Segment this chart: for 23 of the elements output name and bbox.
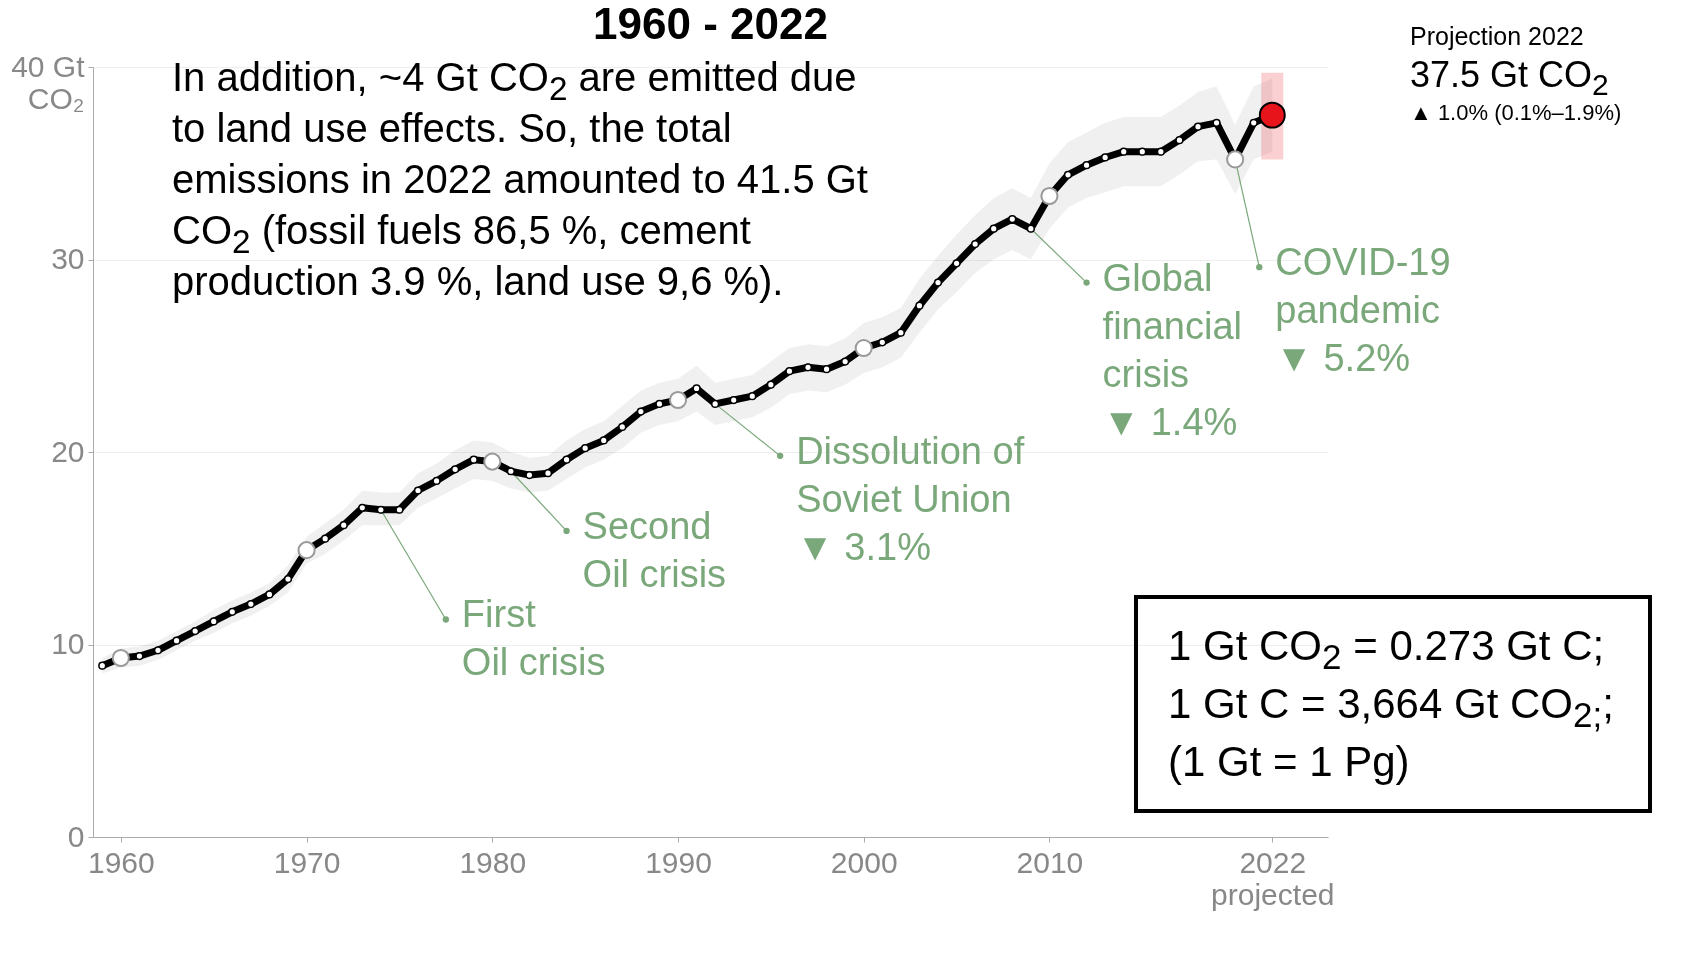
- annotation: First Oil crisis: [461, 593, 606, 684]
- framed-note: 1 Gt CO$_{2}$ = 0.273 Gt C; 1 Gt C = 3,664 Gt CO$_{2;}$; (1 Gt = 1 Pg): [1134, 595, 1652, 813]
- x-tick-label: 1970: [273, 845, 341, 879]
- x-tick-label: 1980: [459, 845, 527, 879]
- annotation: Dissolution of Soviet Union ▼ 3.1%: [796, 429, 1025, 568]
- chart-title: 1960 - 2022: [593, 0, 828, 48]
- y-tick-label: 0: [67, 819, 85, 853]
- y-tick-label: 10: [51, 627, 85, 660]
- annotation: Global financial crisis ▼ 1.4%: [1102, 256, 1242, 443]
- text: 37.5 Gt CO$_{2}$: [1410, 54, 1609, 102]
- y-tick-label: 30: [51, 242, 85, 275]
- x-tick-label: 1990: [645, 845, 712, 879]
- annotation: COVID-19 pandemic ▼ 5.2%: [1275, 241, 1451, 380]
- annotation: Second Oil crisis: [582, 504, 727, 595]
- text: Projection 2022: [1410, 22, 1584, 51]
- text: In addition, ~4 Gt CO$_{2}$ are emitted due to land use effects. So, the total emissions in 2022 amounted to 41.5 Gt CO$_{2}$ (fossil fuels 86,5 %, cement production 3.9 %, land use 9,6 %).: [172, 55, 868, 303]
- x-tick-label: 2000: [830, 845, 898, 879]
- x-tick-label: 2022 projected: [1211, 845, 1335, 911]
- y-tick-label: 20: [51, 434, 85, 468]
- y-tick-label: 40 Gt CO₂: [11, 49, 86, 115]
- x-tick-label: 1960: [87, 845, 155, 879]
- text: ▲ 1.0% (0.1%–1.9%): [1410, 100, 1622, 126]
- x-tick-label: 2010: [1016, 845, 1084, 879]
